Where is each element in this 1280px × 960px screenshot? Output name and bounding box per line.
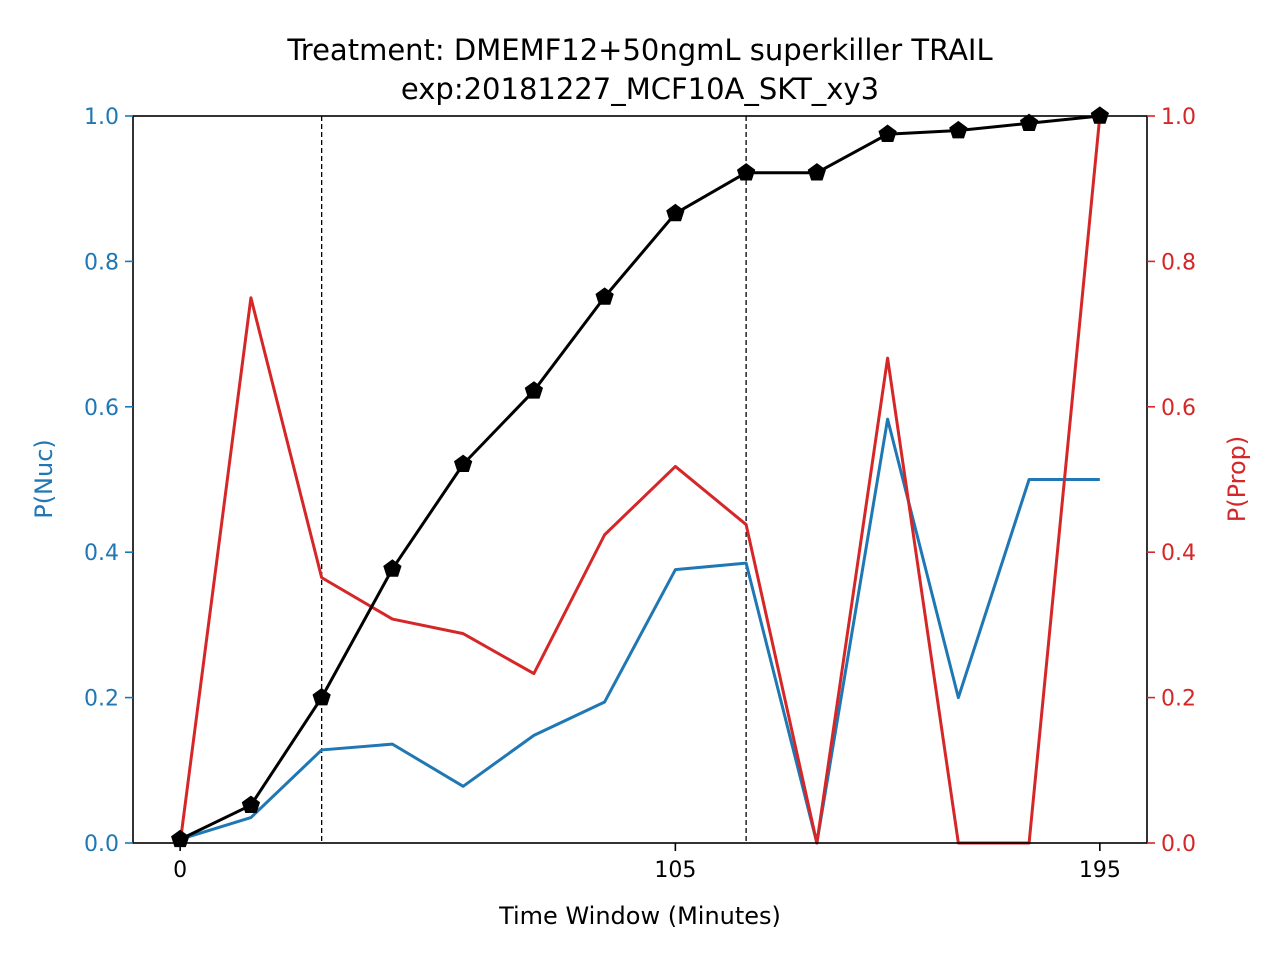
y-axis-label-left: P(Nuc) (30, 439, 58, 519)
data-point-2-1 (241, 795, 261, 813)
y-tick-label-left-5: 1.0 (84, 105, 119, 130)
x-tick-label-2: 195 (1079, 858, 1121, 883)
data-point-2-11 (949, 120, 968, 139)
series-line-2 (179, 114, 1100, 841)
plot-frame (132, 115, 1148, 844)
data-point-2-3 (383, 559, 402, 577)
y-axis-label-right: P(Prop) (1223, 436, 1251, 523)
data-point-2-2 (312, 687, 331, 706)
x-tick-label-1: 105 (654, 858, 696, 883)
y-tick-label-left-3: 0.6 (84, 396, 119, 421)
y-tick-label-left-1: 0.2 (84, 687, 119, 712)
y-tick-label-left-2: 0.4 (84, 541, 119, 566)
x-tick-label-0: 0 (173, 858, 187, 883)
y-tick-label-right-5: 1.0 (1161, 105, 1196, 130)
data-point-2-4 (453, 454, 473, 473)
series-line-1 (178, 115, 1102, 845)
y-tick-label-right-3: 0.6 (1161, 396, 1196, 421)
y-tick-label-right-1: 0.2 (1161, 687, 1196, 712)
y-tick-label-right-4: 0.8 (1161, 250, 1196, 275)
data-point-2-8 (736, 163, 756, 181)
data-point-2-13 (1090, 106, 1109, 124)
data-point-2-9 (807, 163, 827, 181)
x-axis-label: Time Window (Minutes) (498, 902, 781, 930)
data-point-2-7 (666, 203, 685, 222)
y-tick-label-right-2: 0.4 (1161, 541, 1196, 566)
plot-area: 0 105 195 0.0 0.2 0.4 0.6 0.8 1.0 0.0 0.2 0.4 0.6 0.8… (84, 105, 1196, 883)
chart-subtitle: exp:20181227_MCF10A_SKT_xy3 (401, 72, 879, 106)
data-point-2-5 (524, 381, 544, 399)
series-line-0 (179, 417, 1100, 845)
data-point-2-10 (878, 124, 897, 142)
y-tick-label-right-0: 0.0 (1161, 832, 1196, 857)
y-tick-label-left-4: 0.8 (84, 250, 119, 275)
y-tick-label-left-0: 0.0 (84, 832, 119, 857)
data-point-2-6 (595, 287, 614, 305)
chart-title: Treatment: DMEMF12+50ngmL superkiller TR… (286, 33, 992, 67)
data-point-2-12 (1019, 113, 1039, 132)
